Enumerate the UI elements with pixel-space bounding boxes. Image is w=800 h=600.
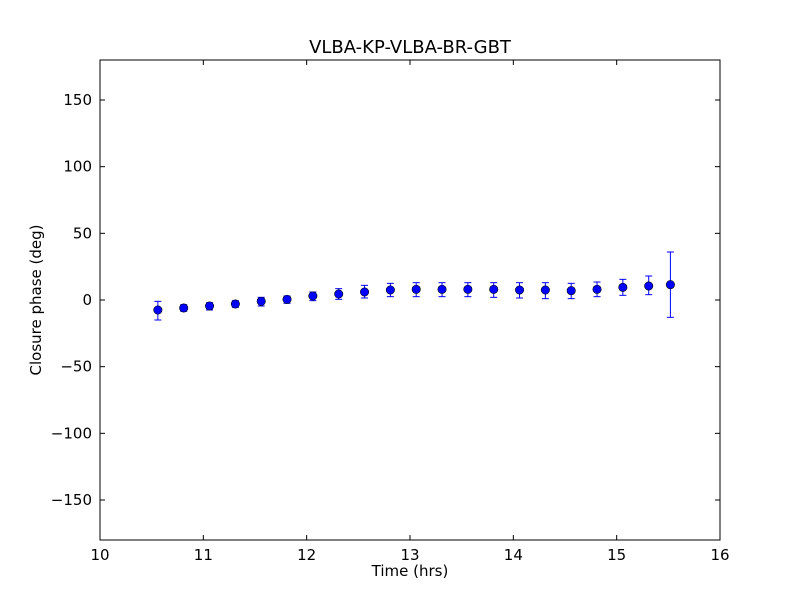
chart-title: VLBA-KP-VLBA-BR-GBT <box>309 37 512 58</box>
data-point <box>179 303 189 313</box>
x-tick-label: 12 <box>297 546 316 564</box>
data-point <box>463 284 473 294</box>
data-point <box>515 285 525 295</box>
data-marks <box>153 251 675 321</box>
data-point <box>385 285 395 295</box>
y-axis-label: Closure phase (deg) <box>27 225 45 376</box>
y-tick-label: 150 <box>63 91 92 109</box>
data-point <box>540 285 550 295</box>
x-tick-label: 10 <box>90 546 109 564</box>
data-point <box>592 284 602 294</box>
x-tick-label: 11 <box>194 546 213 564</box>
data-point <box>308 291 318 301</box>
data-point <box>618 282 628 292</box>
y-tick-label: −150 <box>51 491 92 509</box>
data-point <box>489 284 499 294</box>
data-point <box>334 289 344 299</box>
data-point <box>665 280 675 290</box>
data-point <box>205 301 215 311</box>
data-point <box>644 281 654 291</box>
plot-frame <box>99 59 721 541</box>
y-tick-label: 50 <box>73 224 92 242</box>
x-axis-label: Time (hrs) <box>371 562 449 580</box>
data-point <box>256 296 266 306</box>
data-point <box>230 299 240 309</box>
data-point <box>153 305 163 315</box>
x-tick-label: 16 <box>710 546 729 564</box>
data-point <box>566 286 576 296</box>
axis-ticks: 10 11 12 13 14 15 16 −150 −100 −50 0 50 100 150 <box>51 60 730 564</box>
data-point <box>411 284 421 294</box>
y-tick-label: −50 <box>60 358 92 376</box>
x-tick-label: 15 <box>607 546 626 564</box>
data-point <box>360 287 370 297</box>
data-point <box>437 284 447 294</box>
y-tick-label: −100 <box>51 424 92 442</box>
x-tick-label: 13 <box>400 546 419 564</box>
y-tick-label: 100 <box>63 158 92 176</box>
x-tick-label: 14 <box>504 546 523 564</box>
data-point <box>282 294 292 304</box>
y-tick-label: 0 <box>82 291 92 309</box>
